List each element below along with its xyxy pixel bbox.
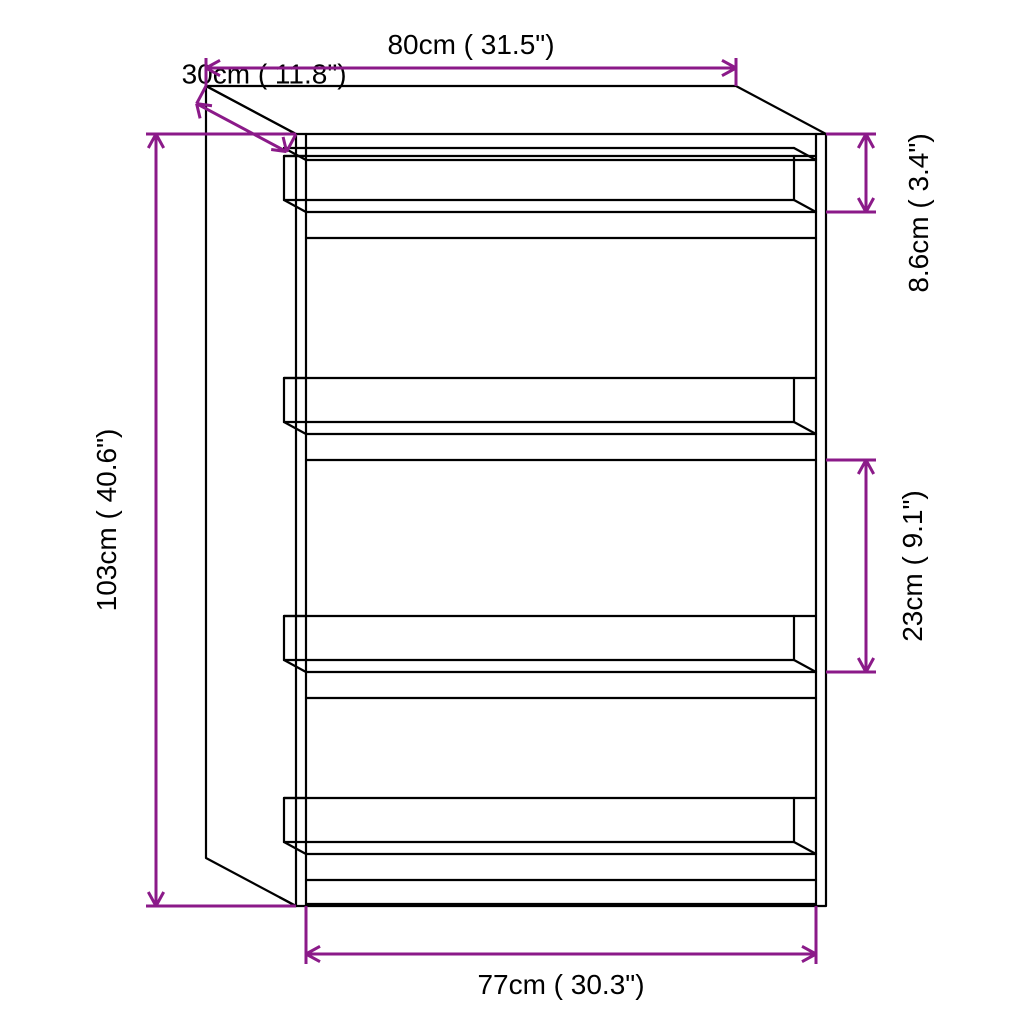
dim-width-label: 80cm ( 31.5") [387,29,554,60]
dim-lip-label: 8.6cm ( 3.4") [903,133,934,292]
dim-shelfgap-label: 23cm ( 9.1") [897,490,928,642]
dim-innerwidth-label: 77cm ( 30.3") [477,969,644,1000]
dim-height-label: 103cm ( 40.6") [91,429,122,612]
cabinet-drawing [206,86,826,906]
